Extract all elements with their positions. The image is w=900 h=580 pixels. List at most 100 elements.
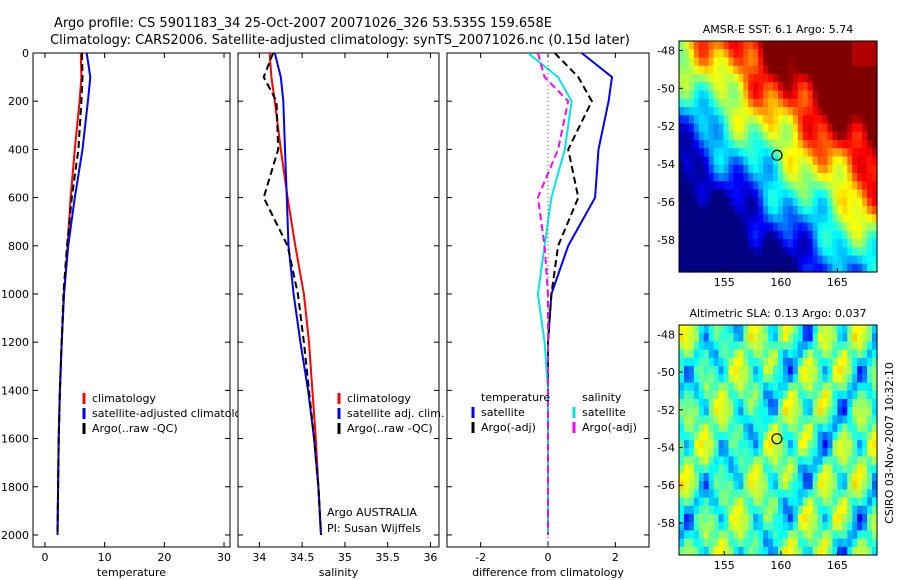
difference-legend-label: Argo(-adj) [481,421,536,434]
sla_map-cell [842,538,848,548]
sst_map-cell [688,247,695,257]
sla_map-cell [782,390,789,400]
sla_map-cell [797,423,804,433]
sst_map-cell [679,173,685,182]
sst_map-cell [693,247,700,257]
sla_map-cell [713,333,720,343]
sst_map-cell [718,156,725,166]
sla_map-cell [713,374,720,384]
sst_map-cell [708,98,715,108]
sst_map-cell [723,74,730,83]
sst_map-cell [683,140,690,149]
sla_map-cell [723,349,730,359]
sla_map-cell [817,472,824,482]
sst_map-cell [693,263,700,273]
sst_map-cell [763,65,769,75]
sst_map-cell [743,173,749,182]
sla_map-cell [703,333,710,343]
sst_map-cell [787,49,794,59]
sst_map-cell [728,148,735,158]
sst_map-ytick-label: -52 [657,120,675,133]
sla_map-cell [713,390,720,400]
sst_map-cell [718,239,725,248]
sla_map-cell [708,497,715,507]
sla_map-cell [683,398,690,408]
sst_map-cell [698,156,705,166]
sla_map-cell [773,431,779,441]
sst_map-cell [763,197,769,207]
sst_map-cell [847,107,853,116]
sst_map-cell [723,189,730,199]
sst_map-cell [728,131,735,141]
sst_map-cell [812,148,819,158]
sst_map-cell [792,230,799,240]
sst_map-cell [872,49,878,59]
sla_map-cell [872,357,878,367]
sla_map-cell [773,472,779,482]
sla_map-cell [718,390,725,400]
sst_map-cell [738,57,744,67]
sla_map-cell [822,489,829,499]
sst_map-cell [867,98,873,108]
sst_map-cell [768,247,774,257]
sla_map-cell [688,325,695,334]
sla_map-cell [867,333,873,343]
sst_map-cell [723,98,730,108]
sst_map-cell [867,181,873,191]
sla_map-cell [837,472,843,482]
sla_map-argo-marker [771,433,783,445]
sla_map-cell [778,398,784,408]
sla_map-cell [683,448,690,458]
sla_map-cell [748,440,754,449]
sst_map-cell [802,49,809,59]
sst_map-cell [827,189,834,199]
sst_map-cell [827,41,834,50]
sst_map-cell [787,41,794,50]
sst_map-cell [812,181,819,191]
sla_map-cell [738,448,744,458]
sla_map-cell [807,513,814,523]
sla_map-cell [713,505,720,515]
sla_map-cell [802,513,809,523]
sst_map-cell [703,74,710,83]
sla_map-cell [748,374,754,384]
sla_map-cell [758,481,764,490]
sst_map-cell [753,90,759,100]
sst_map-cell [852,156,858,166]
salinity-xtick-label: 35 [338,551,352,564]
sla_map-cell [857,472,863,482]
sla_map-cell [708,398,715,408]
sla_map-cell [679,489,685,499]
sst_map-cell [802,98,809,108]
sst_map-cell [837,247,843,257]
sla_map-cell [753,415,759,425]
sst_map-cell [787,189,794,199]
sst_map-cell [753,49,759,59]
depth-tick-label: 2000 [1,529,29,542]
sst_map-cell [753,156,759,166]
sst_map-cell [787,173,794,182]
sla_map-cell [817,333,824,343]
sst_map-cell [852,173,858,182]
sst_map-cell [782,49,789,59]
sst_map-cell [847,90,853,100]
sst_map-cell [812,140,819,149]
sst_map-cell [743,230,749,240]
sla_map-cell [837,538,843,548]
sla_map-cell [872,505,878,515]
sla_map-cell [693,374,700,384]
sla_map-cell [728,546,735,556]
sst_map-cell [807,189,814,199]
sst_map-cell [763,148,769,158]
sla_map-cell [718,464,725,474]
sst_map-cell [753,98,759,108]
sla_map-cell [743,440,749,449]
sla_map-cell [807,440,814,449]
sst_map-cell [822,148,829,158]
sst_map-cell [733,65,739,75]
sst_map-cell [768,82,774,92]
sla_map-cell [802,505,809,515]
sla_map-cell [872,407,878,416]
sla_map-cell [782,505,789,515]
sst_map-cell [857,230,863,240]
